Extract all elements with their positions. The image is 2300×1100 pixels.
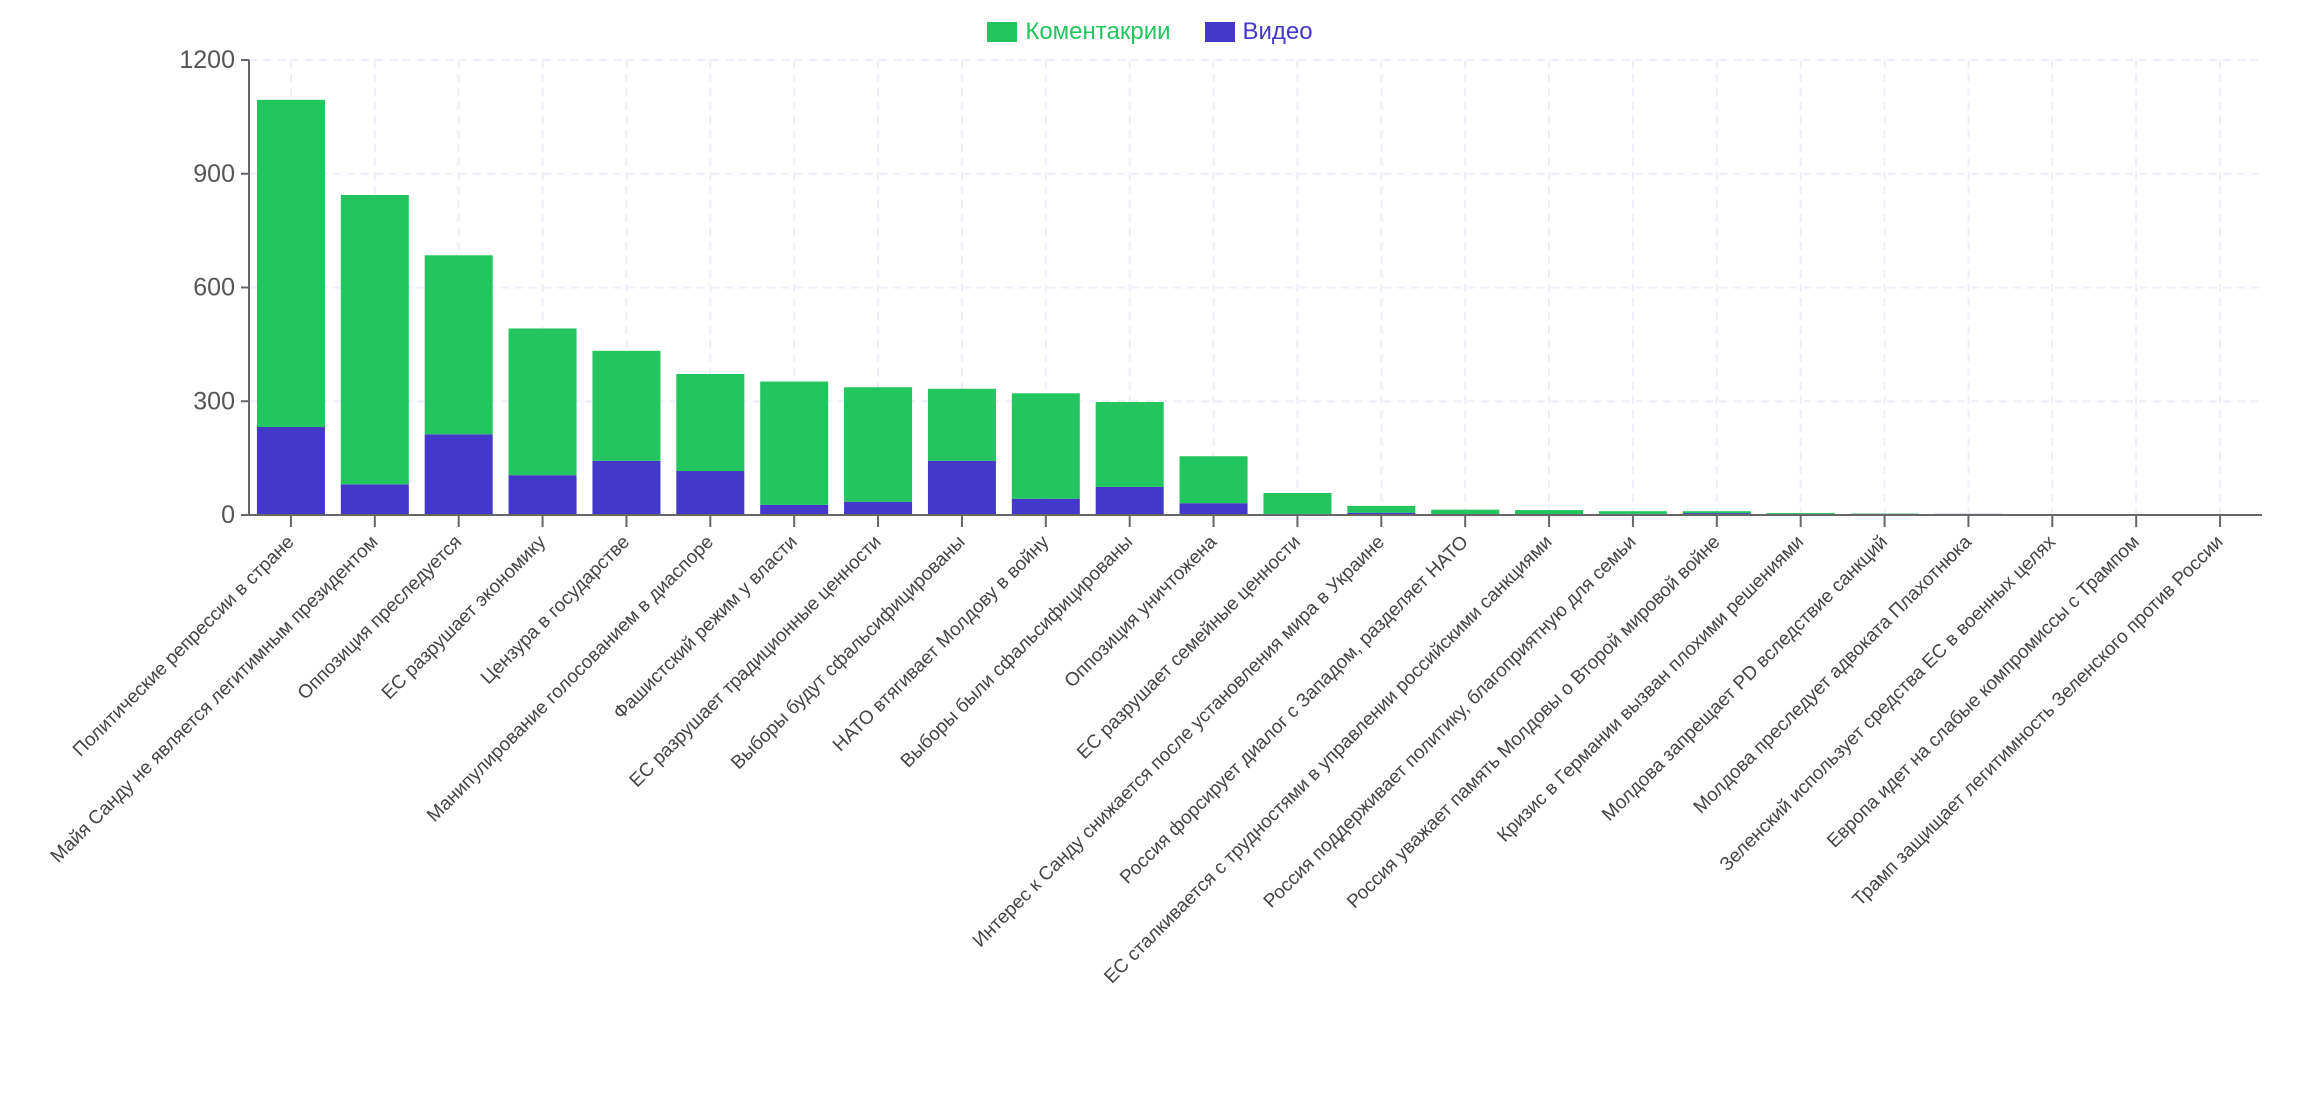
bar-comments (508, 328, 577, 476)
legend-item-comments[interactable]: Коментакрии (987, 18, 1171, 46)
legend-label-video: Видео (1242, 18, 1313, 45)
bar-video (592, 460, 661, 515)
bar-comments (1011, 393, 1080, 499)
bar-video (424, 434, 493, 515)
bar-comments (1515, 510, 1584, 515)
legend-item-video[interactable]: Видео (1204, 18, 1313, 46)
bar-comments (340, 194, 409, 485)
legend-swatch-video (1204, 22, 1235, 42)
x-tick-label: Манипулирование голосованием в диаспоре (423, 532, 718, 827)
bar-video (676, 471, 745, 515)
x-tick-label: Оппозиция уничтожена (1061, 531, 1222, 692)
y-tick-label: 1200 (179, 46, 235, 74)
bar-comments (424, 255, 493, 435)
x-tick-label: Фашистский режим у власти (610, 532, 802, 724)
x-tick-label: Кризис в Германии вызван плохими решения… (1493, 532, 1808, 847)
bar-comments (676, 373, 745, 472)
legend-swatch-comments (987, 22, 1018, 42)
bar-comments (256, 99, 325, 428)
bar-comments (760, 381, 829, 505)
bar-video (844, 501, 913, 515)
bar-comments (844, 387, 913, 502)
bar-video (340, 484, 409, 515)
x-tick-label: ЕС разрушает экономику (378, 531, 550, 703)
bar-video (1095, 486, 1164, 515)
x-tick-label: Оппозиция преследуется (294, 532, 466, 704)
bar-comments (1431, 509, 1500, 515)
x-tick-label: Молдова запрещает PD вследствие санкций (1598, 532, 1892, 826)
bar-comments (592, 350, 661, 461)
bar-comments (1095, 402, 1164, 487)
bar-video (1347, 512, 1416, 515)
x-tick-label: Цензура в государстве (477, 532, 634, 689)
bar-comments (927, 388, 996, 461)
bar-video (256, 427, 325, 515)
y-tick-label: 600 (193, 274, 235, 302)
y-tick-label: 0 (221, 501, 235, 529)
bar-comments (1347, 505, 1416, 513)
x-tick-label: Европа идет на слабые компромиссы с Трам… (1823, 532, 2143, 852)
chart-legend: Коментакрии Видео (0, 18, 2300, 46)
bar-video (1011, 498, 1080, 515)
y-tick-label: 900 (193, 160, 235, 188)
bar-video (927, 460, 996, 515)
bar-comments (1682, 511, 1751, 514)
x-tick-label: Интерес к Санду снижается после установл… (969, 532, 1389, 952)
bar-comments (1598, 511, 1667, 514)
bar-video (1179, 503, 1248, 515)
bar-video (508, 475, 577, 515)
bar-comments (1263, 493, 1332, 514)
x-tick-label: Молдова преследует адвоката Плахотнюка (1690, 531, 1977, 818)
x-tick-label: Майя Санду не является легитимным презид… (47, 532, 383, 868)
y-tick-label: 300 (193, 387, 235, 415)
bar-comments (1179, 456, 1248, 504)
legend-label-comments: Коментакрии (1025, 18, 1171, 45)
bar-video (760, 504, 829, 515)
